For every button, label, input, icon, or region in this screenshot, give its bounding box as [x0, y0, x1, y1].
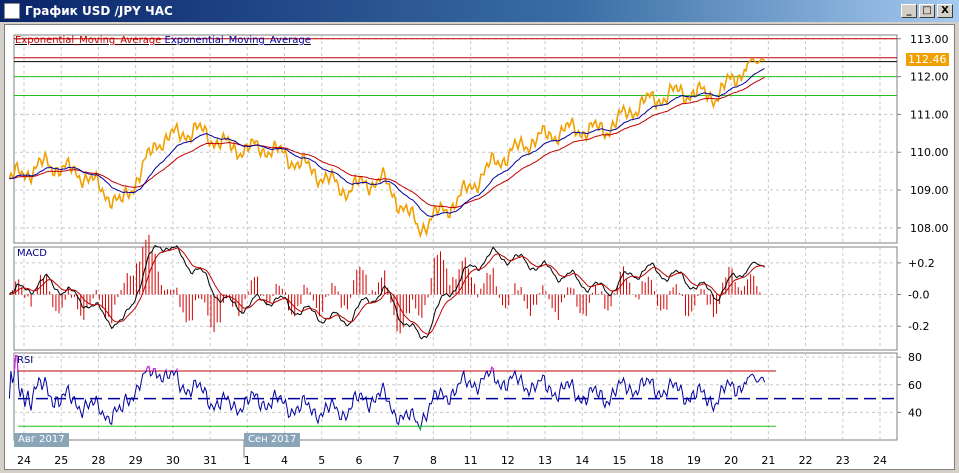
- x-tick-label: 15: [612, 454, 626, 467]
- x-tick-label: 5: [318, 454, 325, 467]
- x-tick-label: 8: [430, 454, 437, 467]
- legend-ema-fast[interactable]: Exponential_Moving_Average: [164, 35, 311, 46]
- x-tick-label: 14: [575, 454, 589, 467]
- x-tick-label: 4: [281, 454, 288, 467]
- macd-signal-line: [9, 247, 765, 335]
- window-titlebar: График USD /JPY ЧАС _ □ X: [0, 0, 959, 22]
- y-tick-label: 112.00: [910, 71, 949, 84]
- y-tick-label: 80: [908, 351, 922, 364]
- last-price-badge: 112.46: [906, 53, 949, 66]
- x-tick-label: 7: [393, 454, 400, 467]
- y-tick-label: +0.2: [908, 257, 935, 270]
- x-tick-label: 11: [464, 454, 478, 467]
- indicator-legend: Exponential_Moving_Average Exponential_M…: [15, 35, 311, 46]
- y-tick-label: 111.00: [910, 108, 949, 121]
- x-tick-label: 22: [799, 454, 813, 467]
- y-tick-label: -0.2: [908, 320, 929, 333]
- window-title: График USD /JPY ЧАС: [25, 4, 173, 18]
- x-tick-label: 18: [650, 454, 664, 467]
- panel-1: [13, 246, 898, 351]
- rsi-panel-label: RSI: [17, 355, 34, 366]
- x-tick-label: 28: [91, 454, 105, 467]
- x-tick-label: 21: [761, 454, 775, 467]
- y-tick-label: 110.00: [910, 146, 949, 159]
- chart-app-icon: [4, 3, 20, 19]
- macd-panel-label: MACD: [17, 248, 47, 259]
- macd-line: [9, 244, 765, 340]
- x-tick-label: 24: [873, 454, 887, 467]
- x-tick-label: 29: [129, 454, 143, 467]
- y-tick-label: 108.00: [910, 222, 949, 235]
- x-tick-label: 1: [244, 454, 251, 467]
- price-line: [8, 57, 766, 239]
- ema-fast-line: [9, 68, 765, 217]
- x-tick-label: 20: [724, 454, 738, 467]
- x-tick-label: 30: [166, 454, 180, 467]
- x-tick-label: 25: [54, 454, 68, 467]
- rsi-line: [8, 355, 766, 432]
- legend-ema-slow[interactable]: Exponential_Moving_Average: [15, 35, 162, 46]
- x-tick-label: 6: [355, 454, 362, 467]
- month-label-sep: Сен 2017: [244, 433, 301, 447]
- close-button[interactable]: X: [937, 4, 953, 18]
- maximize-button[interactable]: □: [919, 4, 935, 18]
- x-tick-label: 31: [203, 454, 217, 467]
- ema-slow-line: [9, 77, 765, 209]
- panel-2: [13, 352, 898, 441]
- y-tick-label: 40: [908, 406, 922, 419]
- x-tick-label: 12: [501, 454, 515, 467]
- x-tick-label: 24: [17, 454, 31, 467]
- y-tick-label: 109.00: [910, 184, 949, 197]
- x-tick-label: 13: [538, 454, 552, 467]
- x-tick-label: 19: [687, 454, 701, 467]
- minimize-button[interactable]: _: [901, 4, 917, 18]
- y-tick-label: 60: [908, 379, 922, 392]
- y-tick-label: -0.0: [908, 289, 929, 302]
- x-tick-label: 23: [836, 454, 850, 467]
- y-tick-label: 113.00: [910, 33, 949, 46]
- month-label-aug: Авг 2017: [14, 433, 69, 447]
